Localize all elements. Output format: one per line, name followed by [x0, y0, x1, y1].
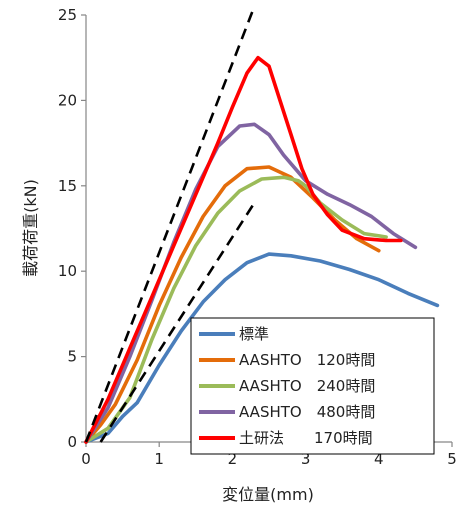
series-layer	[84, 55, 440, 444]
x-tick-label: 3	[301, 450, 311, 468]
series-line-3	[84, 175, 388, 444]
dashed-line-lower	[99, 202, 256, 443]
x-axis-title: 変位量(mm)	[222, 485, 314, 504]
legend-label-4: AASHTO 480時間	[239, 403, 375, 421]
y-tick-label: 10	[58, 262, 77, 280]
series-line-4	[84, 122, 418, 444]
y-tick-label: 5	[67, 348, 77, 366]
series-line-1	[84, 252, 440, 444]
x-tick-label: 2	[228, 450, 238, 468]
y-tick-label: 0	[67, 433, 77, 451]
x-tick-label: 4	[374, 450, 384, 468]
y-tick-label: 20	[58, 91, 77, 109]
legend-label-3: AASHTO 240時間	[239, 377, 375, 395]
y-axis-title: 載荷荷重(kN)	[21, 179, 40, 277]
x-tick-label: 1	[154, 450, 164, 468]
x-tick-label: 0	[81, 450, 91, 468]
y-tick-label: 15	[58, 177, 77, 195]
y-tick-label: 25	[58, 6, 77, 24]
dashed-line-upper	[84, 5, 256, 443]
series-line-5	[84, 55, 403, 444]
x-tick-label: 5	[447, 450, 457, 468]
legend-label-5: 土研法 170時間	[239, 429, 373, 447]
legend-label-2: AASHTO 120時間	[239, 351, 375, 369]
legend: 標準 AASHTO 120時間 AASHTO 240時間 AASHTO 480時間土研…	[190, 317, 435, 455]
legend-label-1: 標準	[239, 325, 269, 343]
reference-lines	[84, 5, 256, 443]
